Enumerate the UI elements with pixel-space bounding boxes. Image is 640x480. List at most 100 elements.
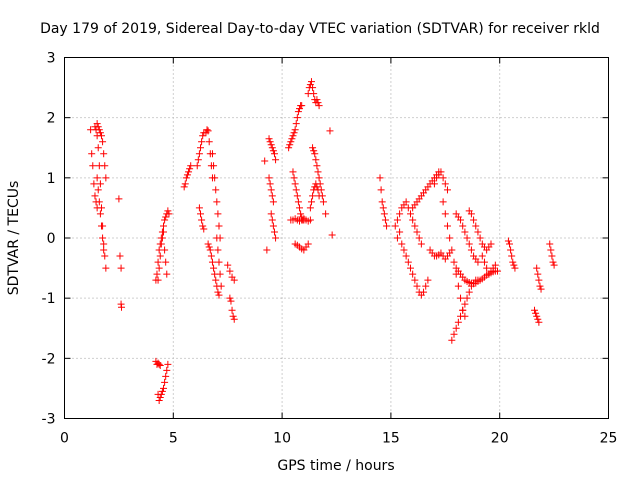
data-point xyxy=(198,216,206,224)
data-point xyxy=(268,144,276,152)
data-point xyxy=(404,258,412,266)
data-point xyxy=(290,129,298,137)
data-point xyxy=(402,198,410,206)
x-tick-label: 0 xyxy=(60,431,69,447)
data-point xyxy=(448,246,456,254)
data-point xyxy=(266,138,274,146)
data-point xyxy=(94,186,102,194)
data-point xyxy=(163,366,171,374)
data-point xyxy=(267,141,275,149)
data-point xyxy=(315,174,323,182)
data-point xyxy=(312,156,320,164)
data-point xyxy=(95,126,103,134)
data-point xyxy=(505,240,513,248)
data-point xyxy=(198,138,206,146)
data-point xyxy=(311,150,319,158)
data-point xyxy=(199,132,207,140)
data-point xyxy=(439,174,447,182)
data-point xyxy=(441,210,449,218)
data-point xyxy=(413,282,421,290)
data-point xyxy=(268,192,276,200)
data-point xyxy=(547,246,555,254)
grid xyxy=(64,57,609,419)
data-point xyxy=(211,174,219,182)
x-tick-label: 20 xyxy=(491,431,509,447)
data-point xyxy=(155,360,163,368)
data-point xyxy=(454,282,462,290)
data-point xyxy=(420,288,428,296)
data-point xyxy=(263,246,271,254)
data-point xyxy=(314,168,322,176)
data-point xyxy=(532,309,540,317)
y-tick-label: 2 xyxy=(47,111,56,127)
data-point xyxy=(487,240,495,248)
data-point xyxy=(102,174,110,182)
data-point xyxy=(313,96,321,104)
data-point xyxy=(400,246,408,254)
data-point xyxy=(200,225,208,233)
data-point xyxy=(309,84,317,92)
data-point xyxy=(102,264,110,272)
data-point xyxy=(261,157,269,165)
data-point xyxy=(182,174,190,182)
data-point xyxy=(310,90,318,98)
data-point xyxy=(304,240,312,248)
data-point xyxy=(443,186,451,194)
data-point xyxy=(315,102,323,110)
data-point xyxy=(470,216,478,224)
data-point xyxy=(93,120,101,128)
data-point xyxy=(463,234,471,242)
data-point xyxy=(293,192,301,200)
data-point xyxy=(265,135,273,143)
data-point xyxy=(90,180,98,188)
data-point xyxy=(461,300,469,308)
data-point xyxy=(465,288,473,296)
data-point xyxy=(180,183,188,191)
data-point xyxy=(199,222,207,230)
data-point xyxy=(96,180,104,188)
data-point xyxy=(210,162,218,170)
tick-labels: 0 5 10 15 20 25 -3 -2 -1 0 1 2 3 xyxy=(42,51,618,447)
data-point xyxy=(208,150,216,158)
data-point xyxy=(229,312,237,320)
data-point xyxy=(313,162,321,170)
data-point xyxy=(391,222,399,230)
data-point xyxy=(376,174,384,182)
y-axis-label: SDTVAR / TECUs xyxy=(6,181,22,296)
data-point xyxy=(291,180,299,188)
data-point xyxy=(463,294,471,302)
data-point xyxy=(210,264,218,272)
data-point xyxy=(510,261,518,269)
data-point xyxy=(212,186,220,194)
data-point xyxy=(446,234,454,242)
data-point xyxy=(181,180,189,188)
data-point xyxy=(534,270,542,278)
data-point xyxy=(309,144,317,152)
x-axis-label: GPS time / hours xyxy=(277,458,394,474)
data-point xyxy=(289,132,297,140)
data-point xyxy=(162,372,170,380)
data-point xyxy=(467,246,475,254)
data-point xyxy=(450,330,458,338)
data-point xyxy=(115,195,123,203)
data-point xyxy=(215,222,223,230)
data-point xyxy=(297,210,305,218)
data-point xyxy=(476,234,484,242)
data-point xyxy=(319,198,327,206)
data-point xyxy=(461,228,469,236)
data-point xyxy=(457,294,465,302)
data-points xyxy=(87,78,558,404)
data-point xyxy=(415,234,423,242)
data-point xyxy=(306,204,314,212)
data-point xyxy=(315,192,323,200)
data-point xyxy=(213,198,221,206)
data-point xyxy=(99,138,107,146)
data-point xyxy=(267,210,275,218)
data-point xyxy=(286,141,294,149)
data-point xyxy=(292,186,300,194)
data-point xyxy=(309,192,317,200)
data-point xyxy=(411,222,419,230)
data-point xyxy=(101,162,109,170)
data-point xyxy=(97,204,105,212)
data-point xyxy=(413,228,421,236)
